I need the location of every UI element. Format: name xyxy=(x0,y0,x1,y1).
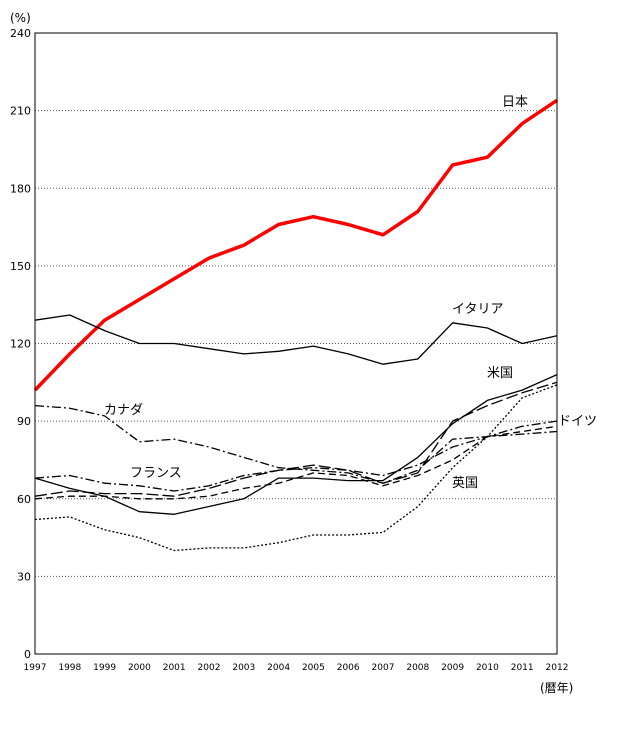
y-tick-label: 90 xyxy=(17,415,31,428)
x-tick-label: 2005 xyxy=(302,663,325,673)
series-line-5 xyxy=(34,425,558,500)
series-line-1 xyxy=(34,314,558,365)
x-tick-label: 2010 xyxy=(476,663,499,673)
y-tick-label: 30 xyxy=(17,570,31,583)
series-label-usa: 米国 xyxy=(487,366,513,381)
y-tick-label: 210 xyxy=(10,105,31,118)
x-tick-label: 2008 xyxy=(406,663,429,673)
x-tick-label: 1998 xyxy=(58,663,81,673)
series-lines xyxy=(33,98,558,552)
x-axis-unit: (暦年) xyxy=(540,681,573,695)
x-tick-label: 2003 xyxy=(232,663,255,673)
x-tick-label: 2001 xyxy=(163,663,186,673)
series-label-italy: イタリア xyxy=(452,302,503,317)
y-tick-label: 0 xyxy=(24,648,31,661)
series-line-4 xyxy=(34,420,558,492)
y-tick-label: 60 xyxy=(17,493,31,506)
x-tick-label: 2007 xyxy=(372,663,395,673)
x-tick-label: 2011 xyxy=(511,663,534,673)
series-label-france: フランス xyxy=(130,466,182,481)
x-tick-label: 2002 xyxy=(198,663,221,673)
x-tick-label: 1997 xyxy=(24,663,47,673)
grid-lines xyxy=(35,110,557,577)
y-tick-label: 180 xyxy=(10,182,31,195)
series-line-0 xyxy=(33,98,558,392)
y-tick-label: 150 xyxy=(10,260,31,273)
plot-frame xyxy=(34,32,558,655)
series-label-japan: 日本 xyxy=(502,95,528,110)
series-label-canada: カナダ xyxy=(104,403,143,418)
x-tick-label: 2000 xyxy=(128,663,151,673)
x-tick-label: 2009 xyxy=(441,663,464,673)
x-axis-ticks: 1997 1998 1999 2000 2001 2002 2003 2004 2005 2006… xyxy=(24,663,569,673)
x-tick-label: 2004 xyxy=(267,663,290,673)
x-tick-label: 2006 xyxy=(337,663,360,673)
series-line-7 xyxy=(34,384,558,552)
series-line-2 xyxy=(34,374,558,515)
x-tick-label: 2012 xyxy=(546,663,569,673)
series-line-6 xyxy=(34,381,558,497)
series-line-3 xyxy=(34,404,558,484)
series-label-uk: 英国 xyxy=(452,476,478,491)
y-tick-label: 120 xyxy=(10,338,31,351)
x-tick-label: 1999 xyxy=(93,663,116,673)
y-axis-unit: (%) xyxy=(10,11,31,25)
y-axis-ticks: 0 30 60 90 120 150 180 210 240 xyxy=(10,27,31,661)
y-tick-label: 240 xyxy=(10,27,31,40)
series-label-germany: ドイツ xyxy=(558,414,597,429)
